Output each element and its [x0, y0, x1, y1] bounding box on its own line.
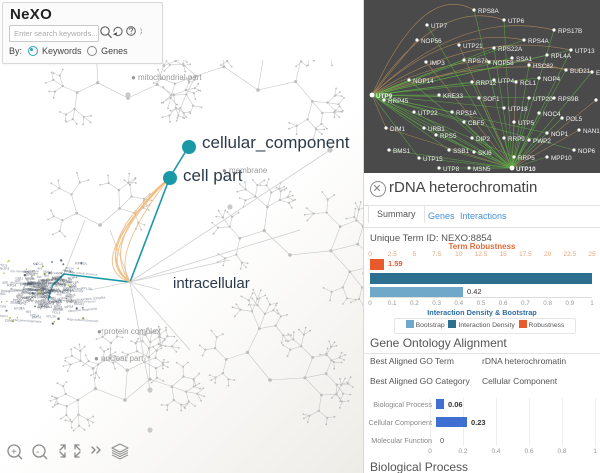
- svg-text:NOC4: NOC4: [543, 111, 561, 118]
- svg-text:HSC82: HSC82: [533, 63, 554, 70]
- svg-text:small subunit precursor: small subunit precursor: [66, 299, 96, 304]
- svg-text:NOP4: NOP4: [48, 299, 58, 303]
- svg-text:SSB1: SSB1: [453, 148, 470, 155]
- svg-text:BUD21: BUD21: [570, 68, 591, 75]
- svg-text:UTP5: UTP5: [518, 120, 535, 127]
- svg-text:RPL2A: RPL2A: [38, 303, 49, 308]
- svg-text:UTP7: UTP7: [431, 23, 448, 30]
- svg-text:RRP45: RRP45: [388, 98, 409, 105]
- svg-text:UTP22: UTP22: [418, 110, 438, 117]
- svg-text:RRP5: RRP5: [518, 155, 535, 162]
- svg-text:40S ribosomal subunit: 40S ribosomal subunit: [10, 269, 39, 273]
- svg-text:DIP2: DIP2: [476, 136, 490, 143]
- svg-text:UTP15: UTP15: [423, 156, 443, 163]
- svg-text:RRP9: RRP9: [508, 136, 525, 143]
- svg-text:RPL4A: RPL4A: [551, 53, 572, 60]
- svg-text:DIM1: DIM1: [390, 126, 406, 133]
- svg-text:UTP18: UTP18: [508, 106, 528, 113]
- svg-text:BMS1: BMS1: [393, 148, 411, 155]
- svg-text:POL5: POL5: [0, 263, 7, 268]
- svg-text:SOF1: SOF1: [483, 96, 500, 103]
- svg-text:UTP21: UTP21: [463, 43, 483, 50]
- svg-text:CBF5: CBF5: [468, 120, 485, 127]
- svg-text:RPS5: RPS5: [440, 133, 457, 140]
- svg-text:60S: 60S: [31, 295, 37, 299]
- svg-text:RPL3A: RPL3A: [46, 314, 56, 318]
- svg-text:ribosome biogenesis: ribosome biogenesis: [13, 318, 42, 324]
- svg-text:NOP4: NOP4: [543, 76, 561, 83]
- svg-text:NOP56: NOP56: [421, 38, 442, 45]
- svg-text:RPS1A: RPS1A: [456, 110, 477, 117]
- svg-text:POL5: POL5: [30, 313, 39, 318]
- svg-text:MPP10: MPP10: [551, 155, 572, 162]
- svg-text:UTP10: UTP10: [516, 166, 536, 173]
- svg-text:POL5: POL5: [52, 310, 61, 315]
- svg-text:RPS17B: RPS17B: [558, 28, 582, 35]
- svg-text:RPS22A: RPS22A: [498, 46, 523, 53]
- svg-text:NAN1: NAN1: [583, 128, 600, 135]
- svg-text:-: -: [36, 447, 39, 458]
- svg-text:URB1: URB1: [428, 126, 445, 133]
- svg-text:ENP1: ENP1: [596, 70, 600, 77]
- svg-text:SSA1: SSA1: [516, 56, 533, 63]
- svg-text:IMP3: IMP3: [430, 60, 445, 67]
- svg-text:NOP14: NOP14: [413, 78, 434, 85]
- svg-text:UTP20: UTP20: [533, 96, 553, 103]
- svg-text:RPL3A: RPL3A: [65, 266, 74, 271]
- svg-text:UTP6: UTP6: [0, 305, 6, 309]
- svg-text:UTP6: UTP6: [29, 281, 38, 285]
- svg-text:SKI6: SKI6: [478, 150, 492, 157]
- svg-text:UTP6: UTP6: [508, 18, 525, 25]
- svg-text:RCL1: RCL1: [520, 80, 537, 87]
- svg-text:RPS7A: RPS7A: [468, 58, 489, 65]
- svg-text:NOC4: NOC4: [33, 262, 43, 266]
- svg-text:NOP58: NOP58: [493, 60, 514, 67]
- svg-text:RPS8A: RPS8A: [478, 8, 499, 15]
- svg-text:NOP1: NOP1: [551, 131, 569, 138]
- svg-text:RPS4A: RPS4A: [528, 38, 549, 45]
- svg-text:40S: 40S: [2, 280, 8, 284]
- svg-text:UTP13: UTP13: [575, 48, 595, 55]
- svg-text:RPS9B: RPS9B: [558, 96, 579, 103]
- svg-text:KRE33: KRE33: [443, 93, 463, 100]
- svg-text:+: +: [11, 447, 17, 458]
- svg-text:UTP8: UTP8: [443, 166, 460, 173]
- svg-text:RPS3A: RPS3A: [14, 306, 26, 310]
- svg-text:DIM1: DIM1: [15, 277, 23, 281]
- svg-text:MSN5: MSN5: [473, 166, 491, 173]
- svg-text:PWP2: PWP2: [533, 138, 551, 145]
- svg-text:NOP6: NOP6: [578, 148, 596, 155]
- svg-text:UTP4: UTP4: [498, 78, 515, 85]
- svg-text:POL5: POL5: [566, 116, 583, 123]
- svg-text:RRP12: RRP12: [476, 80, 497, 87]
